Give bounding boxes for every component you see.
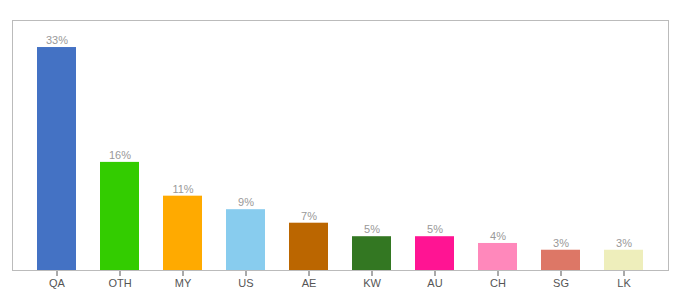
svg-text:AU: AU — [427, 277, 442, 289]
svg-text:3%: 3% — [616, 237, 632, 249]
svg-text:16%: 16% — [109, 149, 131, 161]
svg-text:11%: 11% — [172, 183, 193, 195]
svg-text:5%: 5% — [364, 223, 380, 235]
svg-text:AE: AE — [302, 277, 317, 289]
svg-text:CH: CH — [490, 277, 506, 289]
svg-text:33%: 33% — [46, 34, 68, 46]
svg-text:QA: QA — [49, 277, 66, 289]
svg-text:9%: 9% — [238, 196, 254, 208]
svg-text:LK: LK — [617, 277, 631, 289]
svg-text:KW: KW — [363, 277, 381, 289]
svg-text:3%: 3% — [553, 237, 569, 249]
svg-text:5%: 5% — [427, 223, 443, 235]
svg-text:4%: 4% — [490, 230, 506, 242]
svg-text:OTH: OTH — [108, 277, 131, 289]
svg-text:SG: SG — [553, 277, 569, 289]
svg-text:MY: MY — [175, 277, 192, 289]
svg-text:US: US — [238, 277, 253, 289]
svg-text:7%: 7% — [301, 210, 317, 222]
